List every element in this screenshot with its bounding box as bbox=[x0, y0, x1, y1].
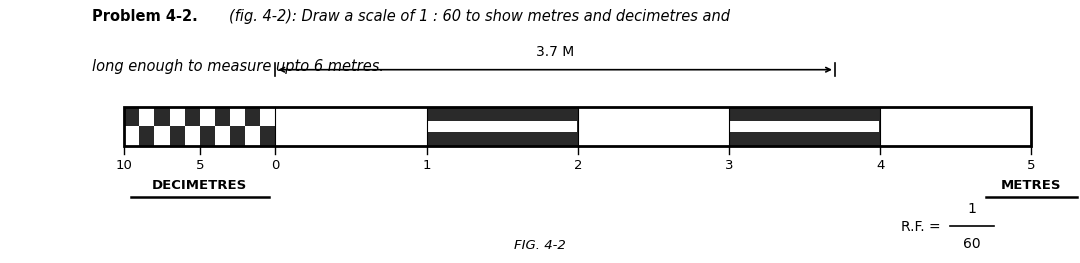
Text: 2: 2 bbox=[573, 159, 582, 172]
Text: 1: 1 bbox=[422, 159, 431, 172]
Bar bbox=[170, 126, 185, 146]
Text: 5: 5 bbox=[1027, 159, 1036, 172]
Bar bbox=[245, 126, 260, 146]
Text: DECIMETRES: DECIMETRES bbox=[152, 179, 247, 192]
Bar bbox=[185, 126, 200, 146]
Text: 0: 0 bbox=[271, 159, 280, 172]
Bar bbox=[124, 107, 1031, 146]
Bar bbox=[230, 126, 245, 146]
Text: long enough to measure upto 6 metres.: long enough to measure upto 6 metres. bbox=[92, 59, 383, 74]
Bar bbox=[124, 107, 139, 126]
Bar bbox=[215, 126, 230, 146]
Text: R.F. =: R.F. = bbox=[901, 220, 945, 235]
Text: 3: 3 bbox=[725, 159, 733, 172]
Bar bbox=[154, 126, 170, 146]
Text: 60: 60 bbox=[963, 237, 981, 251]
Bar bbox=[185, 107, 200, 126]
Text: 1: 1 bbox=[968, 202, 976, 216]
Bar bbox=[260, 107, 275, 126]
Bar bbox=[880, 107, 1031, 146]
Text: FIG. 4-2: FIG. 4-2 bbox=[514, 239, 566, 252]
Text: 4: 4 bbox=[876, 159, 885, 172]
Bar bbox=[245, 107, 260, 126]
Text: 5: 5 bbox=[195, 159, 204, 172]
Bar bbox=[124, 126, 139, 146]
Bar bbox=[139, 126, 154, 146]
Text: Problem 4-2.: Problem 4-2. bbox=[92, 9, 203, 24]
Text: METRES: METRES bbox=[1001, 179, 1062, 192]
Bar bbox=[200, 126, 215, 146]
Bar bbox=[154, 107, 170, 126]
Bar bbox=[260, 126, 275, 146]
Bar bbox=[428, 121, 577, 132]
Bar bbox=[730, 121, 879, 132]
Bar bbox=[427, 107, 578, 146]
Bar bbox=[124, 107, 1031, 146]
Bar bbox=[139, 107, 154, 126]
Text: 10: 10 bbox=[116, 159, 133, 172]
Bar bbox=[578, 107, 729, 146]
Bar bbox=[729, 107, 880, 146]
Bar bbox=[170, 107, 185, 126]
Text: 3.7 M: 3.7 M bbox=[536, 45, 575, 59]
Bar bbox=[275, 107, 427, 146]
Bar bbox=[200, 107, 215, 126]
Bar bbox=[230, 107, 245, 126]
Text: (fig. 4-2): Draw a scale of 1 : 60 to show metres and decimetres and: (fig. 4-2): Draw a scale of 1 : 60 to sh… bbox=[229, 9, 730, 24]
Bar bbox=[215, 107, 230, 126]
